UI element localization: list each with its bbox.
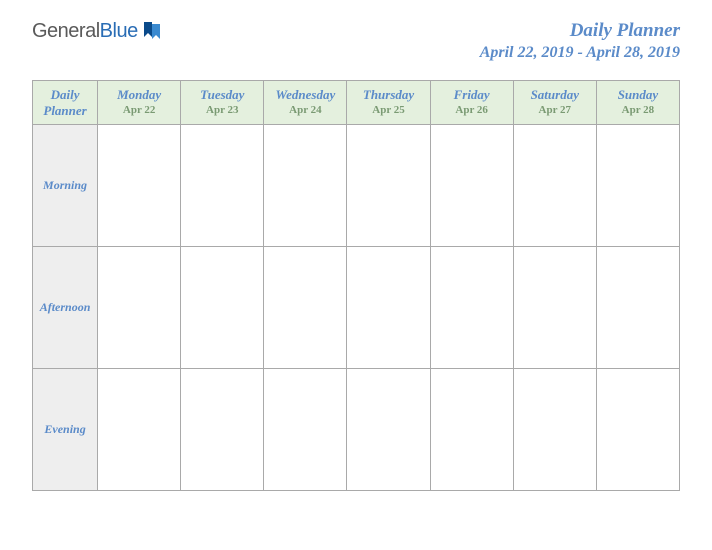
cell [181,247,264,369]
header-row: Daily Planner Monday Apr 22 Tuesday Apr … [33,81,680,125]
row-label-afternoon: Afternoon [33,247,98,369]
cell [264,369,347,491]
title-block: Daily Planner April 22, 2019 - April 28,… [480,20,680,62]
page-header: GeneralBlue Daily Planner April 22, 2019… [32,20,680,62]
day-head-fri: Friday Apr 26 [430,81,513,125]
day-date: Apr 22 [100,104,178,116]
row-label-evening: Evening [33,369,98,491]
cell [430,125,513,247]
cell [347,247,430,369]
cell [347,125,430,247]
day-head-sun: Sunday Apr 28 [596,81,679,125]
day-name: Monday [100,87,178,103]
day-name: Tuesday [183,87,261,103]
daily-planner-page: GeneralBlue Daily Planner April 22, 2019… [0,0,712,521]
corner-cell: Daily Planner [33,81,98,125]
day-head-wed: Wednesday Apr 24 [264,81,347,125]
cell [264,125,347,247]
cell [430,369,513,491]
day-date: Apr 26 [433,104,511,116]
page-title: Daily Planner [480,20,680,42]
row-evening: Evening [33,369,680,491]
cell [347,369,430,491]
day-date: Apr 23 [183,104,261,116]
cell [430,247,513,369]
logo-text-2: Blue [100,20,138,42]
day-date: Apr 28 [599,104,677,116]
day-name: Saturday [516,87,594,103]
cell [264,247,347,369]
cell [513,125,596,247]
cell [98,247,181,369]
row-label-morning: Morning [33,125,98,247]
row-afternoon: Afternoon [33,247,680,369]
logo: GeneralBlue [32,20,163,47]
cell [98,125,181,247]
cell [98,369,181,491]
logo-text-1: General [32,20,100,42]
day-date: Apr 25 [349,104,427,116]
day-name: Thursday [349,87,427,103]
day-head-sat: Saturday Apr 27 [513,81,596,125]
day-name: Wednesday [266,87,344,103]
day-name: Friday [433,87,511,103]
day-head-thu: Thursday Apr 25 [347,81,430,125]
cell [596,369,679,491]
logo-bookmark-icon [143,22,163,47]
day-head-tue: Tuesday Apr 23 [181,81,264,125]
cell [513,247,596,369]
planner-table: Daily Planner Monday Apr 22 Tuesday Apr … [32,80,680,491]
cell [181,369,264,491]
row-morning: Morning [33,125,680,247]
cell [181,125,264,247]
day-name: Sunday [599,87,677,103]
day-head-mon: Monday Apr 22 [98,81,181,125]
cell [596,125,679,247]
cell [596,247,679,369]
cell [513,369,596,491]
day-date: Apr 24 [266,104,344,116]
day-date: Apr 27 [516,104,594,116]
date-range: April 22, 2019 - April 28, 2019 [480,44,680,62]
